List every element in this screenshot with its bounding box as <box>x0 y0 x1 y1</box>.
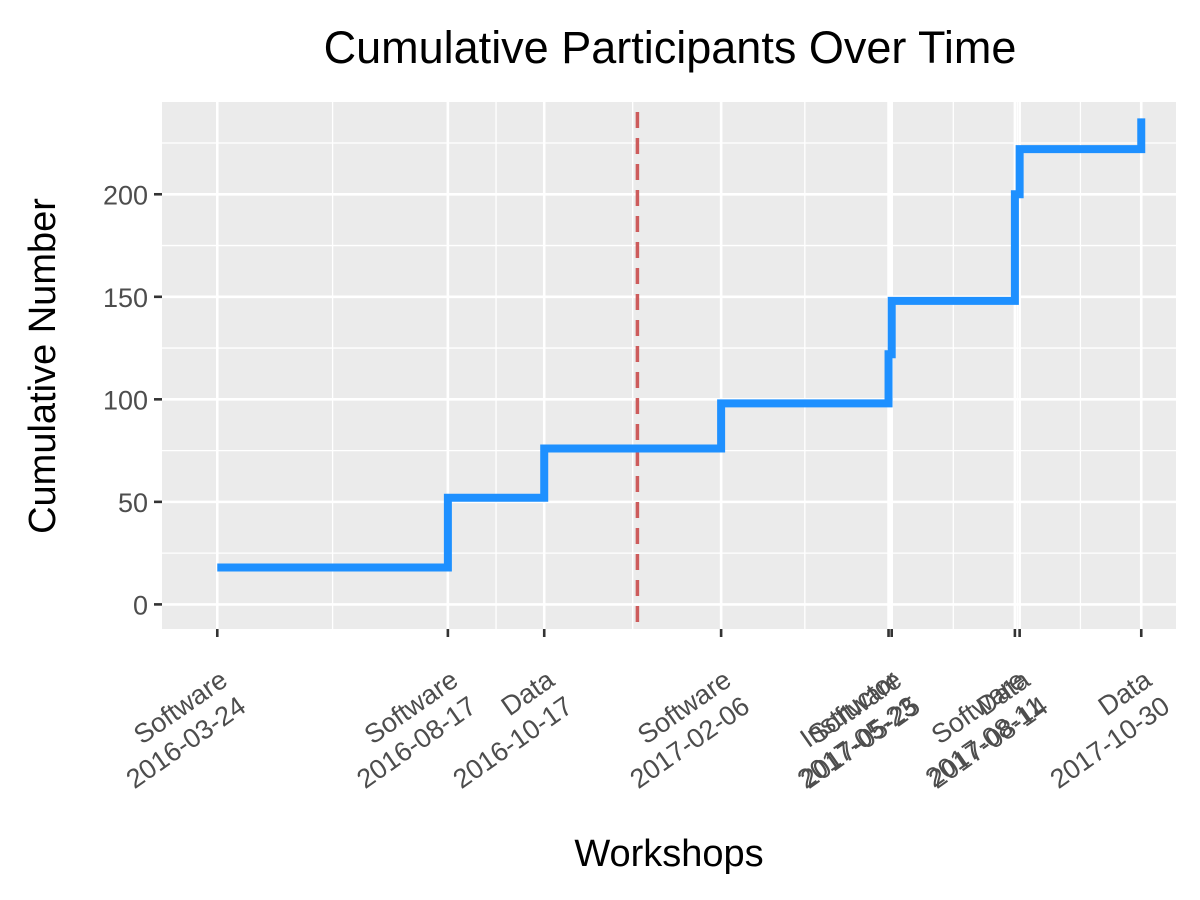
series-layer <box>217 118 1146 572</box>
y-tick-label: 50 <box>118 488 148 518</box>
chart-title: Cumulative Participants Over Time <box>324 22 1017 73</box>
y-tick-label: 150 <box>103 283 148 313</box>
y-tick-label: 0 <box>133 590 148 620</box>
x-axis: Software2016-03-24 Software2016-08-17 Data… <box>102 629 1176 795</box>
x-axis-title: Workshops <box>574 833 763 875</box>
y-tick-label: 100 <box>103 385 148 415</box>
x-tick-label: Data2017-10-30 <box>1026 664 1176 795</box>
x-tick-label: Software2016-03-24 <box>102 664 251 794</box>
plot-panel <box>162 102 1176 629</box>
y-axis: 0 50 100 150 200 <box>103 180 162 620</box>
major-grid <box>162 102 1176 629</box>
y-axis-title: Cumulative Number <box>22 198 64 534</box>
x-tick-label: Software2017-02-06 <box>606 664 755 794</box>
y-tick-label: 200 <box>103 180 148 210</box>
